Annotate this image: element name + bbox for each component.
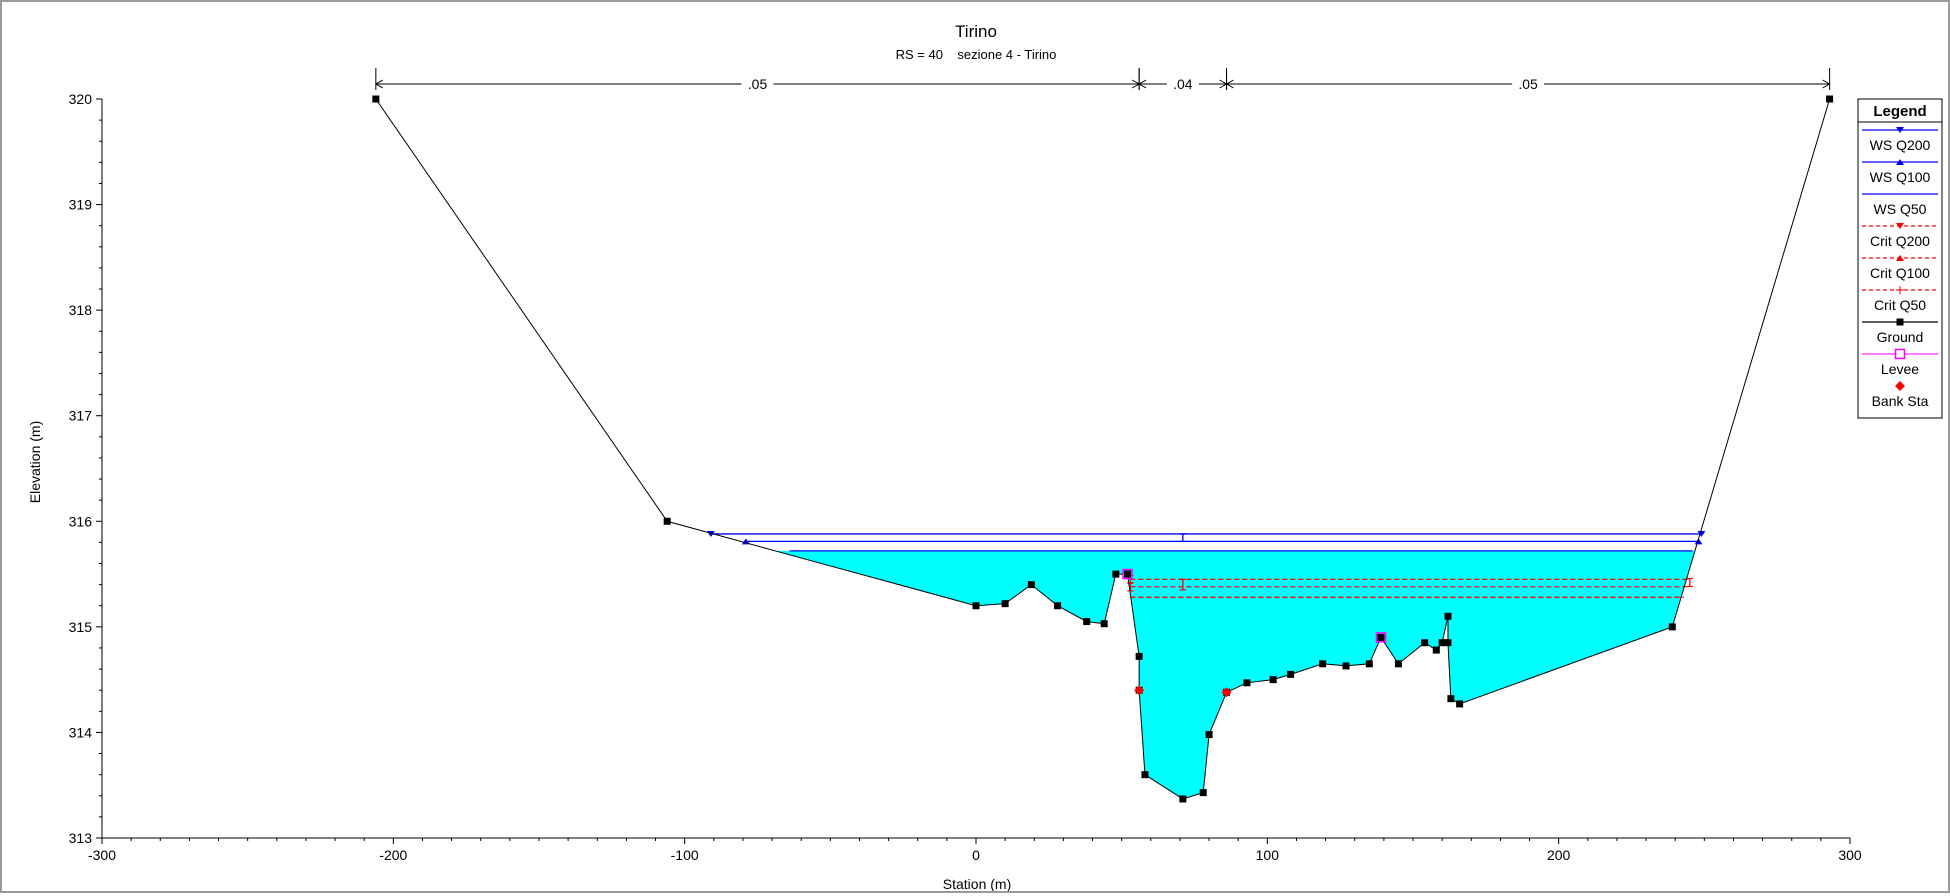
ground-point <box>1141 771 1149 779</box>
crit-range-marker <box>1179 578 1186 591</box>
ground-point <box>1135 652 1143 660</box>
ground-point <box>1377 633 1385 641</box>
legend-label: Crit Q100 <box>1870 265 1930 281</box>
x-tick-label: 100 <box>1256 847 1280 863</box>
ground-line <box>375 98 1831 800</box>
ground-point <box>663 517 671 525</box>
ground-point <box>1421 639 1429 647</box>
ground-point <box>1826 95 1834 103</box>
ground-point <box>1001 600 1009 608</box>
chart-subtitle: RS = 40 sezione 4 - Tirino <box>896 47 1057 62</box>
x-tick-label: 0 <box>972 847 980 863</box>
y-tick-label: 320 <box>69 91 93 107</box>
series-lines-layer <box>372 95 1834 803</box>
bank-station-point <box>1221 687 1232 698</box>
legend-marker <box>1896 223 1904 229</box>
y-tick-label: 316 <box>69 513 93 529</box>
y-tick-label: 313 <box>69 830 93 846</box>
ground-point <box>1444 639 1452 647</box>
legend: Legend WS Q200 WS Q100 WS Q50 Crit Q200 Crit … <box>1857 98 1943 419</box>
crit-end-marker <box>1686 577 1693 588</box>
legend-label: WS Q50 <box>1874 201 1927 217</box>
y-tick-label: 314 <box>69 724 93 740</box>
y-tick-label: 315 <box>69 619 93 635</box>
x-axis-label: Station (m) <box>943 876 1011 891</box>
ws-marker <box>1697 530 1706 537</box>
ws-marker <box>1694 538 1703 545</box>
ground-point <box>1179 795 1187 803</box>
ground-point <box>1394 660 1402 668</box>
legend-marker <box>1896 159 1904 165</box>
water-fill-layer <box>775 550 1695 799</box>
labels-layer: Tirino RS = 40 sezione 4 - Tirino Statio… <box>27 22 1057 892</box>
ground-point <box>1205 731 1213 739</box>
x-tick-label: -200 <box>379 847 407 863</box>
bank-station-point <box>1134 685 1145 696</box>
y-tick-label: 317 <box>69 408 93 424</box>
ground-point <box>1243 679 1251 687</box>
chart-title: Tirino <box>955 22 997 41</box>
x-tick-label: 300 <box>1838 847 1862 863</box>
ground-point <box>1199 789 1207 797</box>
manning-n-label: .05 <box>748 76 768 92</box>
ground-point <box>372 95 380 103</box>
ground-point <box>1027 581 1035 589</box>
ground-point <box>1083 618 1091 626</box>
ground-point <box>1447 695 1455 703</box>
legend-marker <box>1896 255 1904 261</box>
legend-marker <box>1896 127 1904 133</box>
legend-marker <box>1896 318 1904 326</box>
ws-range-marker <box>1179 533 1186 542</box>
y-tick-label: 318 <box>69 302 93 318</box>
ground-point <box>1269 676 1277 684</box>
ground-point <box>1287 670 1295 678</box>
manning-n-label: .05 <box>1518 76 1538 92</box>
ground-point <box>1319 660 1327 668</box>
ground-point <box>1456 700 1464 708</box>
legend-marker <box>1896 286 1904 294</box>
manning-n-label: .04 <box>1173 76 1193 92</box>
legend-label: WS Q200 <box>1870 137 1931 153</box>
ground-point <box>1112 570 1120 578</box>
legend-label: Bank Sta <box>1872 393 1929 409</box>
ground-point <box>1668 623 1676 631</box>
legend-label: Crit Q50 <box>1874 297 1926 313</box>
x-tick-label: 200 <box>1547 847 1571 863</box>
x-tick-label: -300 <box>88 847 116 863</box>
ground-point <box>1444 612 1452 620</box>
levee-point <box>1122 568 1133 580</box>
legend-marker <box>1895 381 1905 391</box>
water-fill <box>775 550 1695 799</box>
ground-point <box>1123 570 1131 578</box>
y-axis-label: Elevation (m) <box>27 421 43 503</box>
legend-label: Crit Q200 <box>1870 233 1930 249</box>
x-tick-label: -100 <box>671 847 699 863</box>
ground-point <box>1054 602 1062 610</box>
ground-point <box>1365 660 1373 668</box>
ground-point <box>1100 620 1108 628</box>
levee-point <box>1375 632 1387 643</box>
legend-title: Legend <box>1873 103 1926 120</box>
axes-layer: 313 314 315 316 317 318 319 320 -300 -200 -100 0 100… <box>69 68 1862 863</box>
ground-point <box>1432 646 1440 654</box>
ground-point <box>1342 662 1350 670</box>
y-tick-label: 319 <box>69 197 93 213</box>
ground-point <box>1438 639 1446 647</box>
legend-marker <box>1894 348 1906 360</box>
legend-label: Ground <box>1877 329 1924 345</box>
legend-label: WS Q100 <box>1870 169 1931 185</box>
ground-point <box>972 602 980 610</box>
legend-label: Levee <box>1881 361 1919 377</box>
